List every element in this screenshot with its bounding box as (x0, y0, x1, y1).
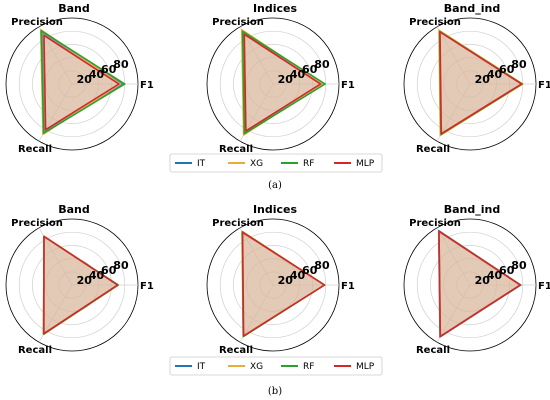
tick-label: 80 (511, 259, 527, 272)
tick-label: 60 (302, 264, 318, 277)
legend-label-it: IT (197, 159, 206, 169)
tick-label: 20 (278, 73, 294, 86)
axis-label-precision: Precision (11, 17, 63, 28)
legend-2: IT XG RF MLP (169, 356, 383, 376)
radar-spoke (436, 83, 471, 142)
legend-box (169, 356, 383, 376)
radar-spoke (436, 284, 471, 343)
panel-title: Indices (253, 203, 298, 216)
tick-label: 40 (487, 269, 503, 282)
axis-label-precision: Precision (409, 17, 461, 28)
tick-label: 80 (113, 58, 129, 71)
series-mlp-polygon (439, 31, 523, 135)
series-mlp-polygon (438, 230, 522, 338)
panel-title: Band_ind (444, 203, 501, 216)
axis-label-f1: F1 (341, 80, 355, 91)
axis-label-f1: F1 (538, 281, 550, 292)
tick-label: 20 (475, 73, 491, 86)
axis-label-f1: F1 (140, 281, 154, 292)
axis-label-precision: Precision (212, 17, 264, 28)
series-rf-polygon (40, 29, 126, 134)
tick-label: 60 (499, 63, 515, 76)
legend-label-it: IT (197, 362, 206, 372)
tick-label: 20 (77, 73, 93, 86)
panel-title: Indices (253, 2, 298, 15)
tick-label: 60 (302, 63, 318, 76)
tick-label: 60 (101, 63, 117, 76)
tick-label: 40 (487, 68, 503, 81)
radar-spoke (436, 26, 471, 85)
radar-spoke (436, 227, 471, 286)
subfigure-caption: (a) (268, 180, 282, 191)
legend-label-rf: RF (303, 362, 314, 372)
axis-label-f1: F1 (538, 80, 550, 91)
series-mlp-polygon (241, 231, 326, 337)
axis-label-recall: Recall (416, 345, 450, 356)
tick-label: 20 (77, 274, 93, 287)
tick-label: 40 (290, 269, 306, 282)
series-rf-polygon (241, 30, 326, 135)
axis-label-precision: Precision (409, 218, 461, 229)
panel-title: Band_ind (444, 2, 501, 15)
radar-spoke (239, 227, 274, 286)
legend-label-xg: XG (250, 159, 263, 169)
tick-label: 40 (89, 68, 105, 81)
legend-label-xg: XG (250, 362, 263, 372)
panel-title: Band (58, 203, 90, 216)
legend-1: IT XG RF MLP (169, 153, 383, 173)
axis-label-recall: Recall (18, 144, 52, 155)
radar-spoke (239, 284, 274, 343)
panel-title: Band (58, 2, 90, 15)
tick-label: 20 (475, 274, 491, 287)
tick-label: 60 (101, 264, 117, 277)
radar-spoke (239, 26, 274, 85)
tick-label: 40 (290, 68, 306, 81)
axis-label-recall: Recall (219, 144, 253, 155)
legend-box (169, 153, 383, 173)
axis-label-recall: Recall (18, 345, 52, 356)
axis-label-precision: Precision (212, 218, 264, 229)
tick-label: 60 (499, 264, 515, 277)
axis-label-recall: Recall (219, 345, 253, 356)
axis-label-f1: F1 (341, 281, 355, 292)
axis-label-precision: Precision (11, 218, 63, 229)
subfigure-caption: (b) (268, 386, 282, 397)
tick-label: 80 (511, 58, 527, 71)
axis-label-recall: Recall (416, 144, 450, 155)
legend-label-mlp: MLP (356, 362, 375, 372)
tick-label: 80 (314, 58, 330, 71)
axis-label-f1: F1 (140, 80, 154, 91)
legend-label-mlp: MLP (356, 159, 375, 169)
legend-label-rf: RF (303, 159, 314, 169)
series-mlp-polygon (43, 34, 120, 131)
tick-label: 80 (314, 259, 330, 272)
series-mlp-polygon (243, 33, 322, 132)
tick-label: 80 (113, 259, 129, 272)
tick-label: 20 (278, 274, 294, 287)
tick-label: 40 (89, 269, 105, 282)
series-mlp-polygon (43, 235, 119, 335)
